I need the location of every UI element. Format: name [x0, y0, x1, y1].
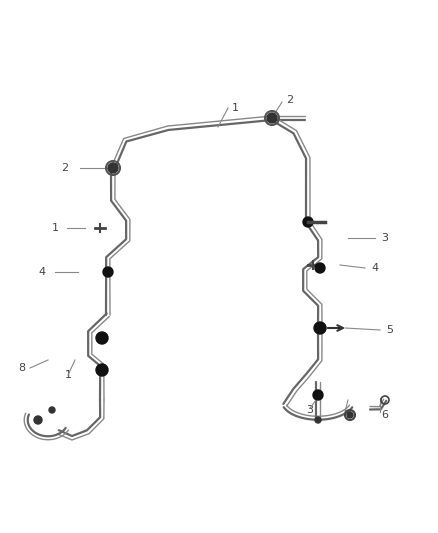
Text: 1: 1 — [52, 223, 59, 233]
Text: 4: 4 — [39, 267, 46, 277]
Circle shape — [34, 416, 42, 424]
Circle shape — [96, 332, 108, 344]
Circle shape — [313, 390, 323, 400]
Circle shape — [96, 364, 108, 376]
Text: 6: 6 — [381, 410, 389, 420]
Circle shape — [108, 163, 118, 173]
Text: 2: 2 — [61, 163, 69, 173]
Text: 7: 7 — [344, 410, 352, 420]
Circle shape — [347, 412, 353, 418]
Circle shape — [314, 322, 326, 334]
Text: 2: 2 — [286, 95, 293, 105]
Text: 3: 3 — [381, 233, 389, 243]
Circle shape — [267, 113, 277, 123]
Text: 1: 1 — [232, 103, 239, 113]
Text: 1: 1 — [64, 370, 71, 380]
Circle shape — [103, 267, 113, 277]
Circle shape — [49, 407, 55, 413]
Text: 3: 3 — [307, 405, 314, 415]
Circle shape — [315, 263, 325, 273]
Text: 5: 5 — [386, 325, 393, 335]
Circle shape — [303, 217, 313, 227]
Circle shape — [315, 417, 321, 423]
Text: 4: 4 — [371, 263, 378, 273]
Text: 8: 8 — [18, 363, 25, 373]
